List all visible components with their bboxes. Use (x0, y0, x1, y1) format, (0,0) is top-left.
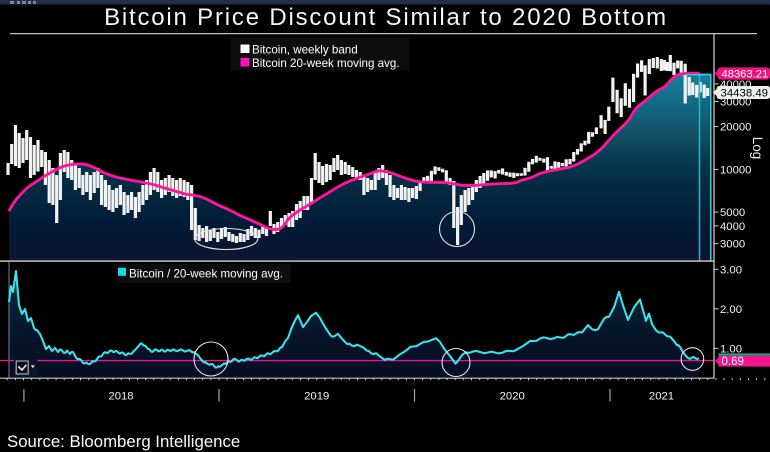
svg-text:10000: 10000 (720, 165, 751, 177)
svg-text:3000: 3000 (720, 239, 745, 251)
svg-text:Log: Log (750, 137, 765, 160)
svg-text:20000: 20000 (720, 122, 751, 134)
svg-text:2.00: 2.00 (720, 304, 742, 316)
svg-text:34438.49: 34438.49 (721, 88, 769, 100)
svg-text:4000: 4000 (720, 221, 745, 233)
svg-text:30000: 30000 (720, 97, 751, 109)
svg-text:Bitcoin 20-week moving avg.: Bitcoin 20-week moving avg. (252, 57, 400, 70)
svg-text:3.00: 3.00 (720, 264, 742, 276)
svg-text:0.69: 0.69 (722, 356, 744, 368)
svg-text:1.00: 1.00 (720, 344, 742, 356)
svg-text:Bitcoin / 20-week moving avg.: Bitcoin / 20-week moving avg. (129, 267, 283, 280)
svg-text:48363.21: 48363.21 (722, 68, 769, 80)
svg-text:Bitcoin Price Discount Similar: Bitcoin Price Discount Similar to 2020 B… (104, 4, 668, 31)
svg-text:2019: 2019 (304, 391, 329, 403)
svg-text:Source: Bloomberg Intelligence: Source: Bloomberg Intelligence (7, 432, 240, 451)
svg-text:2021: 2021 (649, 391, 674, 403)
svg-text:2018: 2018 (108, 391, 133, 403)
svg-text:Bitcoin, weekly band: Bitcoin, weekly band (252, 43, 358, 56)
svg-text:5000: 5000 (720, 207, 745, 219)
svg-text:2020: 2020 (500, 391, 525, 403)
